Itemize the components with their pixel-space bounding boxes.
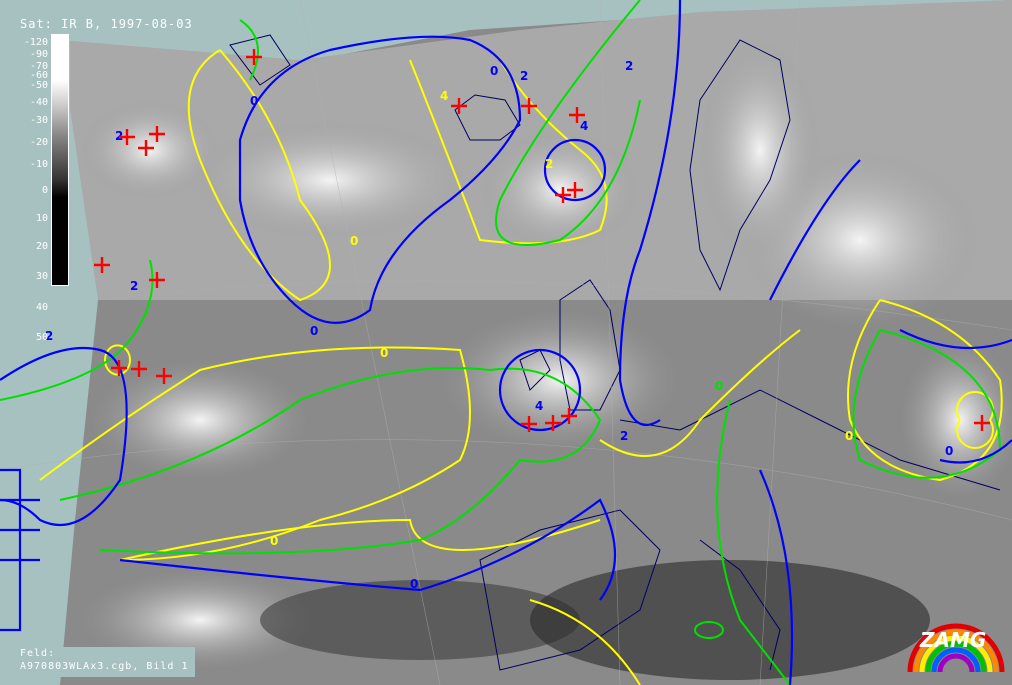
cross-marker	[149, 272, 165, 288]
cross-marker	[555, 187, 571, 203]
cross-marker	[561, 408, 577, 424]
cross-marker	[545, 415, 561, 431]
cross-marker	[567, 182, 583, 198]
zamg-logo-text: ZAMG	[920, 628, 987, 652]
contour-label: 0	[310, 324, 318, 338]
scale-tick-label: -40	[29, 97, 48, 108]
cross-marker	[138, 140, 154, 156]
cross-marker	[521, 98, 537, 114]
temperature-colorbar	[51, 34, 69, 286]
contour-label: 4	[535, 399, 543, 413]
contour-label: 2	[45, 329, 53, 343]
scale-tick-label: -120	[23, 37, 48, 48]
contour-label: 0	[945, 444, 953, 458]
contour-label: 0	[380, 346, 388, 360]
cross-marker	[246, 49, 262, 65]
temperature-scale: -120 -90 -70 -60 -50 -40 -30 -20 -10 0 10 20 30 40 50	[0, 30, 70, 343]
contours-yellow	[39, 49, 1003, 685]
scale-tick-label: -90	[29, 49, 48, 60]
scale-tick-label: -70	[29, 61, 48, 72]
contour-label: 4	[440, 89, 448, 103]
scale-tick-label: 10	[35, 213, 48, 224]
field-info: Feld: A970803WLAx3.cgb, Bild 1	[10, 647, 195, 677]
contour-label: 0	[410, 577, 418, 591]
contour-label: 0	[490, 64, 498, 78]
cross-marker	[451, 98, 467, 114]
cross-marker	[521, 416, 537, 432]
cross-marker	[119, 129, 135, 145]
contour-label: 0	[350, 234, 358, 248]
scale-tick-label: 40	[35, 302, 48, 313]
contour-label: 2	[545, 157, 553, 171]
contour-label: 2	[620, 429, 628, 443]
scale-tick-label: 50	[35, 332, 48, 343]
cross-marker	[569, 107, 585, 123]
contour-label: 0	[715, 379, 723, 393]
scale-tick-label: 0	[41, 185, 48, 196]
contour-label: 2	[520, 69, 528, 83]
contour-label: 0	[845, 429, 853, 443]
scale-tick-label: -30	[29, 115, 48, 126]
cross-marker	[131, 361, 147, 377]
scale-tick-label: -20	[29, 137, 48, 148]
cross-marker	[94, 257, 110, 273]
cross-marker	[974, 415, 990, 431]
cross-marker	[111, 360, 127, 376]
scale-tick-label: 30	[35, 271, 48, 282]
scale-tick-label: -10	[29, 159, 48, 170]
field-label: Feld:	[20, 648, 56, 659]
scale-tick-label: -60	[29, 70, 48, 81]
field-filename: A970803WLAx3.cgb, Bild 1	[20, 661, 189, 672]
pressure-markers	[94, 49, 990, 432]
contour-label: 4	[580, 119, 588, 133]
contour-label: 0	[270, 534, 278, 548]
contour-label: 2	[625, 59, 633, 73]
cloud-fields	[80, 40, 1012, 680]
cross-marker	[149, 126, 165, 142]
contour-label: 0	[250, 94, 258, 108]
scale-tick-label: -50	[29, 80, 48, 91]
contour-label: 2	[130, 279, 138, 293]
scale-tick-label: 20	[35, 241, 48, 252]
cross-marker	[156, 368, 172, 384]
